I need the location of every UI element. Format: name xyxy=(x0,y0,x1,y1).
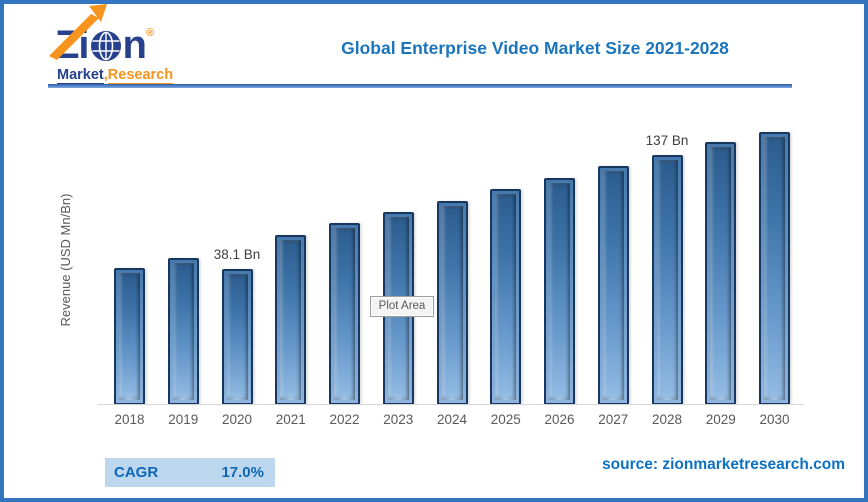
bar-face-2025 xyxy=(495,194,517,400)
header-divider xyxy=(48,84,792,88)
data-label-2028: 137 Bn xyxy=(645,133,689,148)
x-tick-2023: 2023 xyxy=(383,412,414,427)
logo-wordmark: Zi n® xyxy=(49,4,225,67)
x-tick-2024: 2024 xyxy=(436,412,468,427)
bar-face-2019 xyxy=(172,263,194,400)
bar-face-2029 xyxy=(710,147,732,400)
zion-market-research-logo[interactable]: Zi n® Market,Research xyxy=(49,4,225,86)
x-tick-2028: 2028 xyxy=(651,412,683,427)
cagr-label: CAGR xyxy=(114,464,159,481)
bar-face-2020 xyxy=(226,274,248,400)
plot-area-tooltip: Plot Area xyxy=(370,296,434,317)
cagr-value: 17.0% xyxy=(221,464,264,481)
bar-face-2018 xyxy=(119,273,140,400)
bar-face-2021 xyxy=(280,240,302,400)
logo-tagline-market: Market xyxy=(57,67,104,85)
bar-2030[interactable] xyxy=(759,132,790,405)
logo-tagline-separator: , xyxy=(103,67,108,83)
bar-2022[interactable] xyxy=(329,223,360,405)
bar-2026[interactable] xyxy=(544,178,575,405)
bar-face-2024 xyxy=(441,206,463,400)
x-tick-2021: 2021 xyxy=(275,412,306,427)
chart-title: Global Enterprise Video Market Size 2021… xyxy=(341,38,729,58)
bar-2027[interactable] xyxy=(597,166,629,405)
data-label-2020: 38.1 Bn xyxy=(213,247,261,262)
x-tick-2030: 2030 xyxy=(759,412,790,427)
bar-2025[interactable] xyxy=(490,189,522,405)
bar-2021[interactable] xyxy=(275,235,307,405)
bar-2019[interactable] xyxy=(167,258,199,405)
x-tick-2027: 2027 xyxy=(598,412,629,427)
x-axis-line xyxy=(98,404,804,405)
bar-face-2030 xyxy=(764,137,785,400)
bar-face-2027 xyxy=(602,171,624,400)
registered-trademark: ® xyxy=(145,27,155,39)
globe-icon xyxy=(90,31,121,61)
x-tick-2026: 2026 xyxy=(544,412,575,427)
logo-tagline: Market,Research xyxy=(55,67,225,85)
bar-face-2028 xyxy=(656,160,678,400)
plot-area[interactable]: 2018 2019 2020 2021 2022 2023 2024 2025 2026 2027… xyxy=(100,100,810,427)
logo-tagline-research: Research xyxy=(107,67,174,85)
x-tick-2029: 2029 xyxy=(705,412,736,427)
x-tick-2022: 2022 xyxy=(329,412,360,427)
logo-text-start: Zi xyxy=(55,23,90,67)
x-tick-2025: 2025 xyxy=(490,412,521,427)
bar-face-2026 xyxy=(549,183,570,400)
x-tick-2019: 2019 xyxy=(168,412,199,427)
bar-2020[interactable] xyxy=(221,269,253,405)
x-tick-2020: 2020 xyxy=(221,412,253,427)
x-tick-2018: 2018 xyxy=(114,412,145,427)
source-link[interactable]: source: zionmarketresearch.com xyxy=(602,456,845,473)
bar-2028[interactable] xyxy=(651,155,683,405)
bar-2024[interactable] xyxy=(436,201,468,405)
cagr-box: CAGR 17.0% xyxy=(105,458,275,487)
bar-2029[interactable] xyxy=(705,142,737,405)
y-axis-label: Revenue (USD Mn/Bn) xyxy=(58,193,73,327)
bar-face-2022 xyxy=(334,228,355,400)
logo-text-end: n xyxy=(122,23,147,67)
bar-2018[interactable] xyxy=(114,268,145,405)
